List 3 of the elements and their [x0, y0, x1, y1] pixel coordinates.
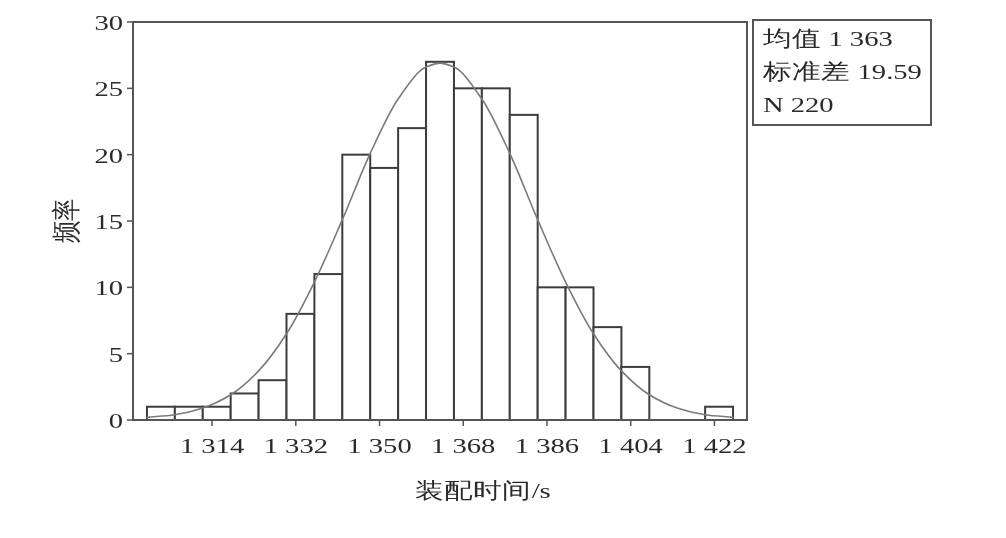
annotation: 标准差 19.59	[763, 59, 922, 85]
annotation: N 220	[763, 92, 834, 118]
annotation: 均值 1 363	[763, 26, 893, 52]
